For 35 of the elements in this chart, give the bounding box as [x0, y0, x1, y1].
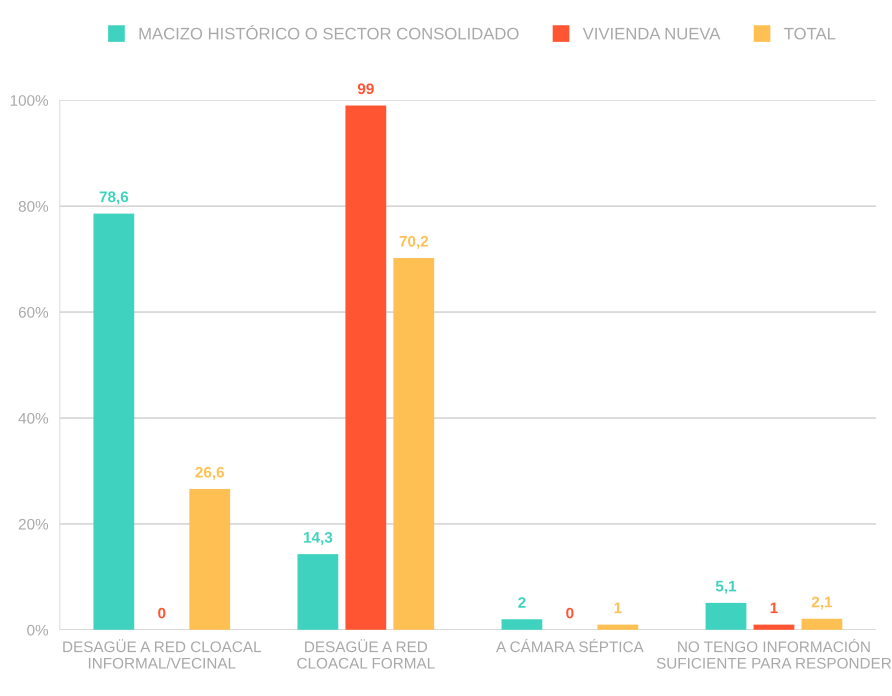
x-tick-label: DESAGÜE A RED CLOACAL INFORMAL/VECINAL	[63, 639, 262, 669]
bar	[706, 602, 746, 630]
bar	[393, 258, 434, 630]
bar	[597, 624, 638, 630]
data-label: 14,3	[304, 532, 332, 545]
bar	[93, 214, 134, 630]
bar	[297, 554, 338, 630]
y-tick-label: 40%	[18, 412, 48, 424]
data-label: 5,1	[716, 580, 736, 594]
data-label: 26,6	[195, 466, 224, 480]
y-tick-label: 60%	[18, 306, 48, 318]
x-tick-label: A CÁMARA SÉPTICA	[496, 638, 644, 652]
bar	[345, 106, 386, 630]
x-tick-label: NO TENGO INFORMACIÓN SUFICIENTE PARA RESPONDER	[656, 638, 892, 669]
y-tick-label: 20%	[18, 518, 48, 530]
data-label: 1	[614, 602, 622, 614]
y-tick-label: 100%	[10, 95, 48, 106]
bar	[801, 618, 842, 630]
legend-label: MACIZO HISTÓRICO O SECTOR CONSOLIDADO	[139, 24, 519, 40]
x-tick-label: DESAGÜE A RED CLOACAL FORMAL	[297, 639, 435, 669]
legend-label: VIVIENDA NUEVA	[582, 28, 720, 40]
data-label: 70,2	[400, 236, 428, 249]
data-label: 0	[158, 608, 166, 619]
data-label: 2,1	[812, 596, 832, 610]
y-tick-label: 80%	[18, 201, 48, 212]
bar	[754, 624, 794, 630]
data-label: 1	[770, 602, 778, 614]
bar	[502, 619, 542, 630]
data-label: 78,6	[100, 191, 128, 204]
bar	[189, 488, 230, 630]
legend-label: TOTAL	[784, 28, 836, 40]
data-label: 0	[566, 608, 574, 619]
data-label: 2	[518, 597, 526, 608]
data-label: 99	[358, 83, 374, 94]
y-tick-label: 0%	[27, 624, 48, 636]
